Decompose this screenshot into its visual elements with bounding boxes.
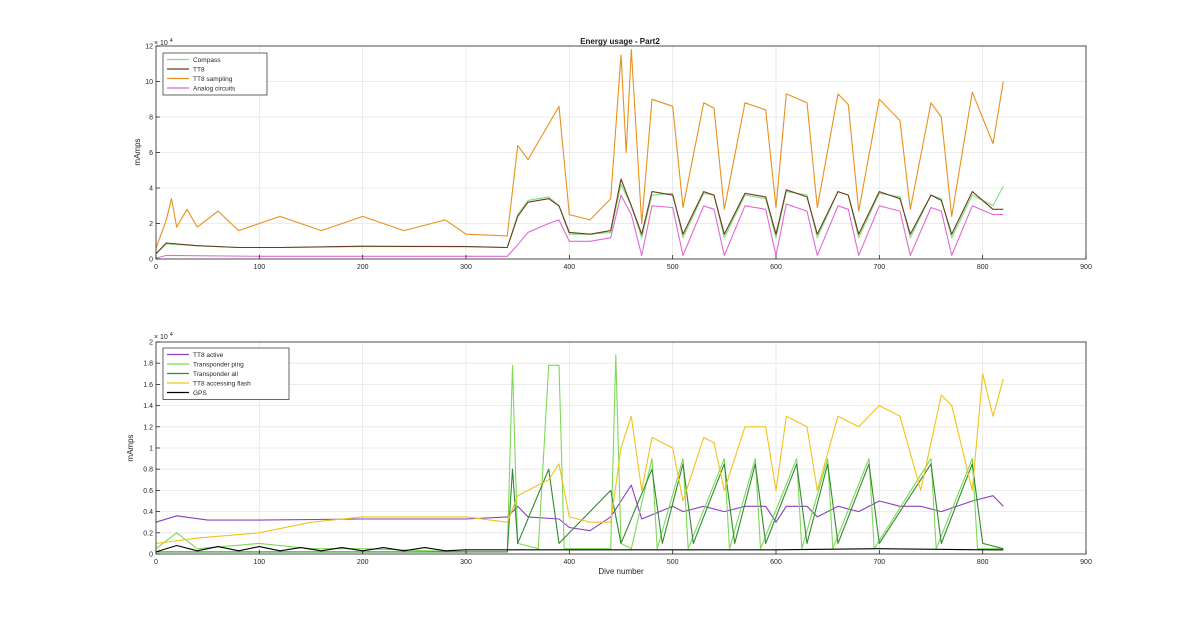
- legend-label-0-1: TT8: [193, 67, 205, 74]
- y-tick-label-0-6: 12: [145, 44, 153, 51]
- x-tick-label-0-1: 100: [253, 264, 265, 271]
- y-tick-label-0-1: 2: [149, 221, 153, 228]
- x-tick-label-1-4: 400: [563, 559, 575, 566]
- y-tick-label-1-7: 1.4: [143, 403, 153, 410]
- series-line-0-3: [155, 194, 1004, 259]
- x-tick-label-0-4: 400: [563, 264, 575, 271]
- x-tick-label-1-2: 200: [357, 559, 369, 566]
- series-line-1-2: [156, 463, 1004, 553]
- y-tick-label-1-3: 0.6: [143, 488, 153, 495]
- x-tick-label-0-3: 300: [460, 264, 472, 271]
- energy-usage-top-panel: Energy usage - Part2 × 10 4 mAmps 0 100 20…: [133, 37, 1092, 271]
- y-axis-exponent-base-bottom: × 10: [154, 334, 168, 341]
- y-axis-label-bottom: mAmps: [126, 434, 135, 461]
- x-tick-label-1-1: 100: [253, 559, 265, 566]
- y-tick-label-1-9: 1.8: [143, 361, 153, 368]
- y-tick-label-0-3: 6: [149, 150, 153, 157]
- legend-label-1-3: TT8 accessing flash: [193, 381, 251, 388]
- x-tick-label-0-7: 700: [873, 264, 885, 271]
- x-axis-label: Dive number: [598, 567, 644, 576]
- y-tick-label-1-0: 0: [149, 552, 153, 559]
- legend-label-0-0: Compass: [193, 57, 221, 64]
- legend-label-1-0: TT8 active: [193, 352, 224, 359]
- x-tick-label-1-8: 800: [977, 559, 989, 566]
- x-tick-label-0-6: 600: [770, 264, 782, 271]
- series-line-1-3: [155, 373, 1004, 544]
- y-tick-label-0-5: 10: [145, 79, 153, 86]
- y-axis-exponent-bottom: × 10 4: [154, 332, 173, 341]
- x-tick-label-0-5: 500: [667, 264, 679, 271]
- y-tick-label-1-6: 1.2: [143, 424, 153, 431]
- legend-label-1-1: Transponder ping: [193, 362, 244, 369]
- series-line-0-2: [155, 48, 1004, 249]
- y-axis-exponent-base-top: × 10: [154, 40, 168, 47]
- legend-label-1-2: Transponder all: [193, 371, 238, 378]
- y-tick-label-1-10: 2: [149, 340, 153, 347]
- legend-label-0-3: Analog circuits: [193, 86, 236, 93]
- x-tick-label-0-8: 800: [977, 264, 989, 271]
- x-tick-label-1-0: 0: [154, 559, 158, 566]
- y-axis-exponent-top: × 10 4: [154, 38, 173, 47]
- series-line-1-4: [155, 544, 1004, 553]
- series-line-0-1: [155, 178, 1004, 255]
- y-axis-exponent-power-bottom: 4: [170, 332, 173, 338]
- y-tick-label-0-0: 0: [149, 257, 153, 264]
- x-tick-label-1-6: 600: [770, 559, 782, 566]
- x-tick-label-1-5: 500: [667, 559, 679, 566]
- chart-title: Energy usage - Part2: [580, 37, 660, 46]
- y-tick-label-0-4: 8: [149, 115, 153, 122]
- legend-label-0-2: TT8 sampling: [193, 76, 233, 83]
- x-tick-label-1-7: 700: [873, 559, 885, 566]
- y-axis-exponent-power-top: 4: [170, 38, 173, 44]
- y-tick-label-1-5: 1: [149, 446, 153, 453]
- x-tick-label-1-3: 300: [460, 559, 472, 566]
- y-tick-label-1-4: 0.8: [143, 467, 153, 474]
- y-tick-label-1-2: 0.4: [143, 509, 153, 516]
- x-tick-label-0-0: 0: [154, 264, 158, 271]
- x-tick-label-1-9: 900: [1080, 559, 1092, 566]
- y-axis-label-top: mAmps: [133, 138, 142, 165]
- y-tick-label-1-8: 1.6: [143, 382, 153, 389]
- y-tick-label-0-2: 4: [149, 186, 153, 193]
- x-tick-label-0-2: 200: [357, 264, 369, 271]
- energy-usage-bottom-panel: × 10 4 mAmps Dive number 0 100 200 300 400 50…: [126, 332, 1092, 576]
- x-tick-label-0-9: 900: [1080, 264, 1092, 271]
- y-tick-label-1-1: 0.2: [143, 530, 153, 537]
- legend-label-1-4: GPS: [193, 390, 207, 397]
- series-line-1-0: [155, 484, 1004, 532]
